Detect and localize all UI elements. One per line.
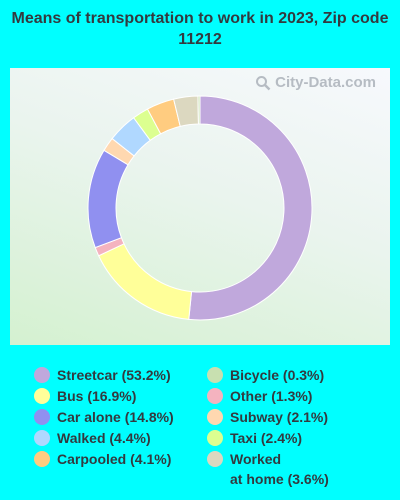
legend-label: Bus (16.9%) (57, 388, 137, 404)
legend-label: Bicycle (0.3%) (230, 367, 325, 383)
legend-label: Taxi (2.4%) (230, 430, 303, 446)
watermark: City-Data.com (255, 74, 376, 91)
legend-swatch (34, 409, 50, 425)
donut-slice-1 (98, 243, 193, 320)
legend-item: Worked at home (3.6%) (207, 449, 329, 489)
legend-swatch (207, 388, 223, 404)
donut-slice-9 (197, 95, 201, 125)
donut-slice-3 (87, 149, 129, 249)
legend-item: Streetcar (53.2%) (34, 365, 171, 385)
legend-swatch (207, 430, 223, 446)
legend-swatch (207, 367, 223, 383)
legend-item: Subway (2.1%) (207, 407, 328, 427)
legend-swatch (34, 451, 50, 467)
legend-label: Other (1.3%) (230, 388, 313, 404)
magnifier-icon (256, 75, 271, 90)
legend-swatch (34, 430, 50, 446)
legend-item: Other (1.3%) (207, 386, 312, 406)
legend-swatch (207, 409, 223, 425)
legend-item: Bicycle (0.3%) (207, 365, 324, 385)
legend-item: Walked (4.4%) (34, 428, 151, 448)
legend-swatch (34, 367, 50, 383)
donut-slice-0 (188, 95, 313, 321)
legend-label: Streetcar (53.2%) (57, 367, 171, 383)
legend-label: Car alone (14.8%) (57, 409, 174, 425)
legend-item: Taxi (2.4%) (207, 428, 302, 448)
legend-label: Subway (2.1%) (230, 409, 329, 425)
watermark-text: City-Data.com (275, 74, 376, 91)
donut-chart (87, 95, 313, 321)
legend-item: Car alone (14.8%) (34, 407, 174, 427)
legend-label: Walked (4.4%) (57, 430, 151, 446)
plot-area: City-Data.com (10, 68, 390, 345)
legend: Streetcar (53.2%) Bus (16.9%) Car alone (1… (0, 365, 400, 490)
legend-swatch (34, 388, 50, 404)
legend-item: Carpooled (4.1%) (34, 449, 171, 469)
chart-title: Means of transportation to work in 2023,… (11, 10, 389, 48)
legend-label: Worked at home (3.6%) (230, 451, 329, 487)
legend-label: Carpooled (4.1%) (57, 451, 172, 467)
legend-swatch (207, 451, 223, 467)
legend-item: Bus (16.9%) (34, 386, 136, 406)
